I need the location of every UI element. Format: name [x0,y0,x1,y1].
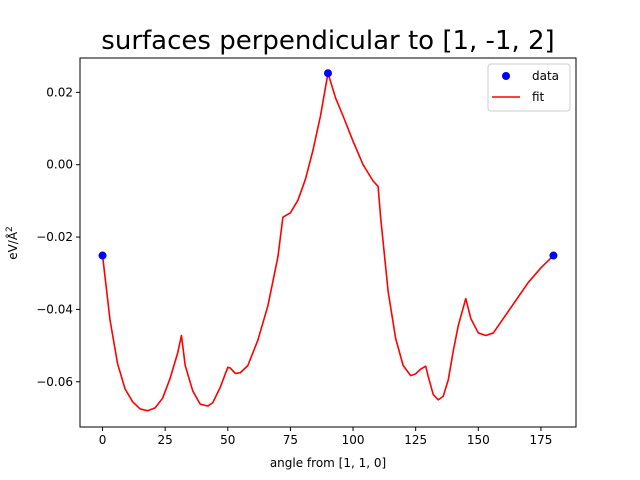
y-tick-label: −0.06 [36,375,73,389]
x-tick-label: 75 [283,433,298,447]
x-tick-label: 125 [404,433,427,447]
axes-frame [79,57,577,428]
y-tick-label: 0.00 [46,158,73,172]
x-axis-label: angle from [1, 1, 0] [270,456,386,470]
y-axis: 0.02 0.00 −0.02 −0.04 −0.06 [36,85,80,389]
legend-label-fit: fit [532,90,545,104]
x-tick-label: 175 [529,433,552,447]
data-point [98,251,107,260]
x-tick-label: 150 [467,433,490,447]
x-axis: 0 25 50 75 100 125 150 175 [99,427,552,447]
fit-series-line [101,72,555,412]
y-tick-label: −0.02 [36,230,73,244]
y-axis-label-main: eV/Å [5,231,20,260]
x-tick-label: 0 [99,433,107,447]
y-tick-label: 0.02 [46,85,73,99]
y-tick-label: −0.04 [36,302,73,316]
plot-area [79,57,577,428]
legend-marker-data [502,72,510,80]
data-point [324,69,332,78]
x-tick-label: 100 [342,433,365,447]
data-point [549,251,558,260]
legend-label-data: data [532,69,559,83]
y-axis-label: eV/Å2 [5,226,20,260]
legend: data fit [487,63,571,112]
chart-title: surfaces perpendicular to [1, -1, 2] [101,26,554,56]
x-tick-label: 25 [158,433,173,447]
x-tick-label: 50 [220,433,235,447]
y-axis-label-superscript: 2 [5,226,15,232]
